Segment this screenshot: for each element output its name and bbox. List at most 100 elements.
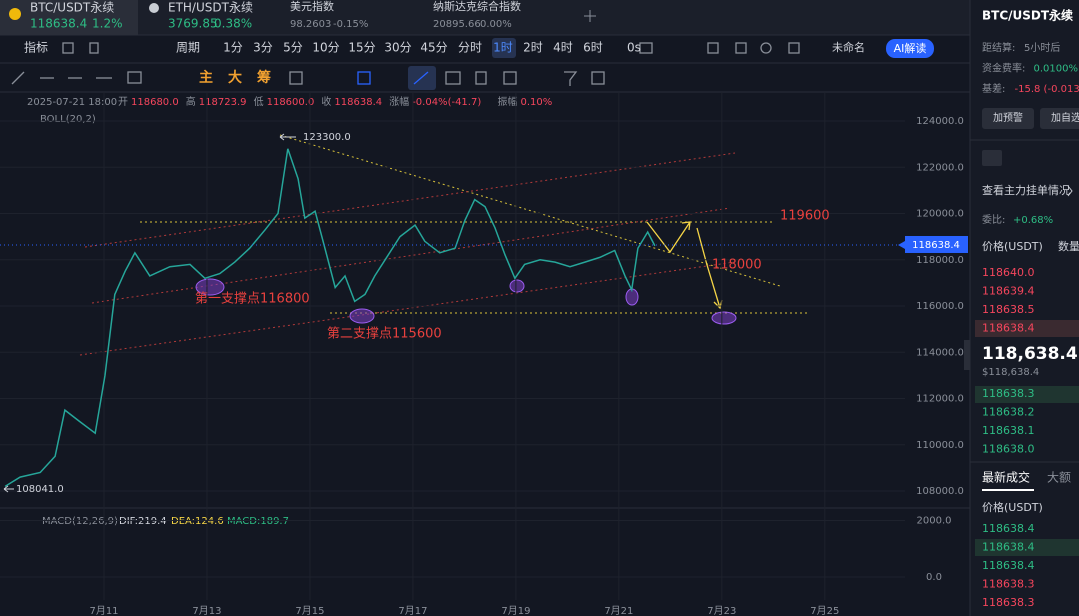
chart-data-annotations: 118000 (712, 258, 762, 273)
tabs-name: ETH/USDT永续 (168, 1, 253, 15)
drawing-tools: 大 (228, 69, 242, 86)
right-panel-stats-label: 距结算: (982, 41, 1015, 54)
right-panel-trades-price: 118638.4 (982, 559, 1035, 572)
coin-icon (149, 3, 159, 13)
chart-data-xticks-label: 7月25 (810, 605, 839, 616)
active-tool-bg (408, 66, 436, 90)
right-panel-trades-price: 118638.3 (982, 596, 1035, 609)
markers (195, 278, 737, 325)
chart-data-yticks-label: 110000.0 (916, 440, 964, 451)
right-panel-stats-label: 基差: (982, 82, 1005, 95)
chart-data-macd-yticks-label: 0.0 (926, 572, 942, 583)
toolbar-intervals-label[interactable]: 1分 (223, 41, 243, 55)
tabs-price: 20895.66 (433, 19, 481, 30)
right-panel-asks: 118640.0 (982, 266, 1035, 279)
chart-data-yticks-label: 116000.0 (916, 301, 964, 312)
chart-data-xticks-label: 7月19 (501, 605, 530, 616)
add-tab[interactable] (584, 10, 596, 22)
right-panel (970, 0, 1079, 616)
chart-data-current-price: 118638.4 (912, 240, 960, 251)
toolbar-layout-name: 未命名 (832, 40, 865, 54)
tabs-change: 1.2% (92, 17, 123, 31)
right-panel-bids: 118638.3 (982, 387, 1035, 400)
toolbar-intervals-label[interactable]: 5分 (283, 41, 303, 55)
ohlc-info-boll: BOLL(20,2) (40, 114, 96, 125)
ohlc-info-items-label: 振幅 (498, 95, 518, 108)
chart-data-annotations: 119600 (780, 209, 830, 224)
panel-handle[interactable] (964, 340, 970, 370)
chevron[interactable] (1067, 185, 1073, 197)
chart-data-annotations: 123300.0 (303, 132, 351, 143)
chart-data-yticks-label: 108000.0 (916, 486, 964, 497)
chart-data-annotations: 第一支撑点116800 (195, 292, 310, 307)
toolbar-intervals-label[interactable]: 10分 (312, 41, 339, 55)
chart-data-yticks-label: 122000.0 (916, 162, 964, 173)
toolbar-period: 周期 (176, 41, 200, 55)
active-tab[interactable] (0, 0, 138, 35)
ohlc-info-items-label: 涨幅 (389, 95, 409, 108)
button-bg[interactable] (982, 108, 1034, 129)
toolbar-intervals-label[interactable]: 45分 (420, 41, 447, 55)
ohlc-info-items-value: 0.10% (521, 97, 553, 108)
toolbar-countdown: 0s (627, 41, 641, 55)
chart-data-macd-yticks-label: 2000.0 (917, 516, 952, 527)
toolbar-intervals-label[interactable]: 6时 (583, 41, 603, 55)
right-panel-last-price-usd: $118,638.4 (982, 367, 1039, 378)
tabs-change: 0.38% (214, 17, 252, 31)
price-tag-arrow (898, 240, 905, 249)
ohlc-info-time: 2025-07-21 18:00 (27, 97, 117, 108)
right-panel-stats-label: 资金费率: (982, 62, 1025, 75)
chart-data-yticks-label: 114000.0 (916, 347, 964, 358)
chart-data-xticks-label: 7月21 (604, 605, 633, 616)
row-highlight (975, 539, 1079, 556)
chart-data-annotations: 第二支撑点115600 (327, 327, 442, 342)
view-toggle[interactable] (982, 150, 1002, 166)
tabs-name: 纳斯达克综合指数 (433, 0, 521, 13)
pointer (279, 133, 296, 141)
right-panel-last-price: 118,638.4 (982, 344, 1078, 364)
toolbar-intervals-label[interactable]: 4时 (553, 41, 573, 55)
ai-button-bg[interactable] (886, 39, 934, 58)
chart-data-yticks-label: 124000.0 (916, 116, 964, 127)
right-panel-title: BTC/USDT永续 (982, 8, 1073, 23)
price-line (4, 148, 656, 488)
chart-data-yticks-label: 120000.0 (916, 209, 964, 220)
toolbar-icons (11, 42, 800, 86)
ohlc-info-items-value: -0.04%(-41.7) (412, 97, 481, 108)
toolbar-ai-button: AI解读 (894, 41, 927, 55)
price-tag (905, 235, 968, 253)
chart-data-annotations: 108041.0 (16, 484, 64, 495)
chart-data-xticks-label: 7月17 (398, 605, 427, 616)
chart-data-xticks-label: 7月11 (89, 605, 118, 616)
right-panel-trades-price: 118638.4 (982, 541, 1035, 554)
ohlc-info-items-label: 低 (254, 95, 264, 108)
button-bg[interactable] (1040, 108, 1079, 129)
tabs-change: -0.15% (333, 19, 368, 30)
trend-line (279, 134, 781, 287)
tab-bar (0, 0, 970, 35)
toolbar-indicator: 指标 (24, 40, 48, 55)
right-panel-trades-tab: 最新成交 (982, 470, 1030, 485)
right-panel-asks: 118639.4 (982, 285, 1035, 298)
right-panel-stats-value: 5小时后 (1024, 42, 1060, 54)
toolbar-intervals-label[interactable]: 15分 (348, 41, 375, 55)
row-highlight (975, 320, 1079, 337)
ohlc-info-items-value: 118723.9 (199, 97, 247, 108)
right-panel-orderbook-link[interactable]: 查看主力挂单情况 (982, 183, 1070, 197)
tabs-name: 美元指数 (290, 0, 334, 13)
toolbar-intervals-label[interactable]: 1时 (493, 41, 513, 55)
toolbar-intervals-label[interactable]: 3分 (253, 41, 273, 55)
chart-data-macd-macd: MACD:189.7 (227, 516, 289, 527)
toolbar-intervals-label[interactable]: 30分 (384, 41, 411, 55)
chart-data-macd-dif: DIF:219.4 (119, 516, 167, 527)
right-panel-buttons[interactable]: 加自选 (1051, 111, 1079, 124)
toolbar-intervals-label[interactable]: 分时 (458, 41, 482, 55)
right-panel-buttons[interactable]: 加预警 (993, 111, 1023, 124)
tabs-change: 0.00% (480, 19, 512, 30)
chart-data-yticks-label: 118000.0 (916, 255, 964, 266)
right-panel-bids: 118638.1 (982, 424, 1035, 437)
chart-data-macd-dea: DEA:124.6 (171, 516, 224, 527)
toolbar-intervals-label[interactable]: 2时 (523, 41, 543, 55)
